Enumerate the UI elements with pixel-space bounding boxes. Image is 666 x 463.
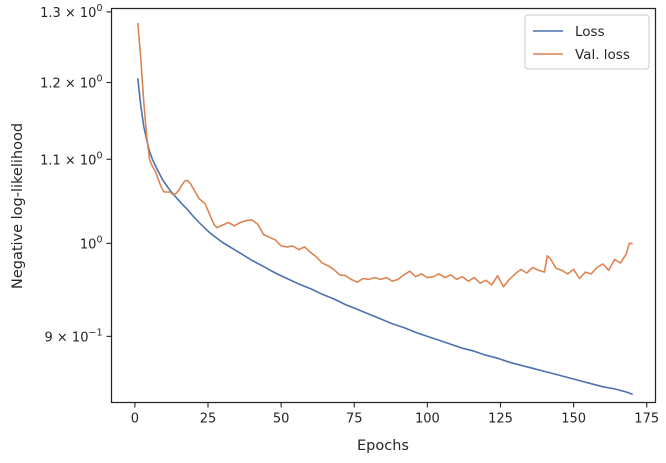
legend-label-val-loss: Val. loss — [575, 47, 630, 63]
x-tick-label: 25 — [200, 412, 217, 427]
y-tick-label: 1.2 × 100 — [40, 74, 102, 92]
x-axis: 0 25 50 75 100 125 150 175 — [131, 402, 659, 427]
y-tick-label: 1.3 × 100 — [40, 3, 102, 21]
x-axis-label: Epochs — [357, 438, 409, 454]
x-tick-label: 75 — [346, 412, 363, 427]
legend-box — [524, 14, 650, 70]
y-tick-label: 1.1 × 100 — [40, 150, 102, 168]
x-tick-label: 150 — [561, 412, 586, 427]
x-tick-label: 0 — [131, 412, 139, 427]
legend-label-loss: Loss — [575, 24, 605, 40]
x-tick-label: 175 — [634, 412, 659, 427]
series-line-loss — [137, 78, 633, 395]
plot-frame — [110, 7, 657, 404]
y-axis-label: Negative log-likelihood — [10, 123, 26, 289]
legend: Loss Val. loss — [524, 14, 650, 70]
x-tick-label: 125 — [488, 412, 513, 427]
series-layer — [137, 22, 633, 395]
x-tick-label: 100 — [415, 412, 440, 427]
x-tick-label: 50 — [273, 412, 290, 427]
y-axis: 9 × 10−1 100 1.1 × 100 1.2 × 100 1.3 × 100 — [40, 3, 112, 345]
y-tick-label: 100 — [80, 234, 103, 252]
series-line-val-loss — [137, 22, 633, 288]
y-tick-label: 9 × 10−1 — [45, 327, 103, 345]
